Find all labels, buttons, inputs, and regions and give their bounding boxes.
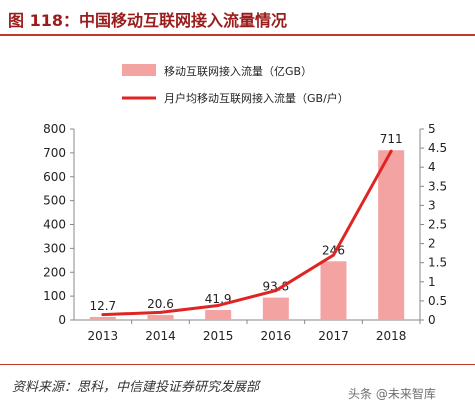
watermark: 头条 @未来智库 bbox=[348, 387, 436, 401]
x-tick-label-2017: 2017 bbox=[318, 329, 349, 343]
x-tick-label-2013: 2013 bbox=[88, 329, 119, 343]
title-bar: 图 118：中国移动互联网接入流量情况 bbox=[0, 0, 475, 36]
source-bar: 资料来源：思科，中信建投证券研究发展部 头条 @未来智库 bbox=[0, 364, 475, 412]
y-left-tick-label-1: 100 bbox=[43, 289, 66, 303]
y-left-tick-label-3: 300 bbox=[43, 241, 66, 255]
y-right-tick-label-2: 1 bbox=[428, 275, 436, 289]
y-left-tick-label-5: 500 bbox=[43, 194, 66, 208]
y-right-tick-label-1: 0.5 bbox=[428, 294, 447, 308]
legend-label-bar: 移动互联网接入流量（亿GB） bbox=[164, 64, 312, 78]
bar-2017 bbox=[320, 261, 347, 320]
bar-value-label-2016: 93.8 bbox=[262, 280, 289, 294]
y-right-tick-label-5: 2.5 bbox=[428, 218, 447, 232]
y-right-tick-label-4: 2 bbox=[428, 237, 436, 251]
bar-value-label-2013: 12.7 bbox=[89, 299, 116, 313]
x-tick-label-2014: 2014 bbox=[145, 329, 176, 343]
line-point-2018 bbox=[389, 149, 393, 153]
line-series bbox=[102, 150, 393, 317]
y-right-tick-label-9: 4.5 bbox=[428, 141, 447, 155]
y-left-tick-label-7: 700 bbox=[43, 146, 66, 160]
y-right-tick-label-10: 5 bbox=[428, 122, 436, 136]
line-point-2016 bbox=[274, 289, 278, 293]
y-right-tick-label-7: 3.5 bbox=[428, 179, 447, 193]
y-right-tick-label-3: 1.5 bbox=[428, 256, 447, 270]
line-point-2014 bbox=[159, 310, 162, 314]
combo-chart: 移动互联网接入流量（亿GB） 月户均移动互联网接入流量（GB/户） 0 100 200 3… bbox=[43, 64, 447, 343]
y-left-tick-label-6: 600 bbox=[43, 170, 66, 184]
x-tick-label-2018: 2018 bbox=[376, 329, 407, 343]
bar-2016 bbox=[262, 297, 289, 320]
y-right-tick-label-0: 0 bbox=[428, 313, 436, 327]
y-right-tick-label-6: 3 bbox=[428, 198, 436, 212]
legend-swatch-bar bbox=[122, 64, 156, 76]
line-point-2015 bbox=[216, 303, 220, 307]
bar-2018 bbox=[378, 150, 405, 320]
bar-2014 bbox=[147, 315, 174, 320]
source-note: 资料来源：思科，中信建投证券研究发展部 bbox=[12, 380, 260, 395]
y-left-tick-label-2: 200 bbox=[43, 265, 66, 279]
y-right-tick-label-8: 4 bbox=[428, 160, 436, 174]
bar-value-label-2014: 20.6 bbox=[147, 297, 174, 311]
chart-title: 图 118：中国移动互联网接入流量情况 bbox=[8, 11, 287, 30]
y-left-tick-label-0: 0 bbox=[58, 313, 66, 327]
x-tick-label-2015: 2015 bbox=[203, 329, 234, 343]
line-point-2013 bbox=[101, 313, 105, 317]
bar-2015 bbox=[205, 309, 232, 320]
x-tick-label-2016: 2016 bbox=[261, 329, 292, 343]
y-left-tick-label-8: 800 bbox=[43, 122, 66, 136]
bar-2013 bbox=[89, 316, 116, 320]
legend-label-line: 月户均移动互联网接入流量（GB/户） bbox=[164, 91, 349, 105]
y-left-tick-label-4: 400 bbox=[43, 218, 66, 232]
line-point-2017 bbox=[332, 253, 335, 257]
bar-value-label-2018: 711 bbox=[380, 132, 403, 146]
